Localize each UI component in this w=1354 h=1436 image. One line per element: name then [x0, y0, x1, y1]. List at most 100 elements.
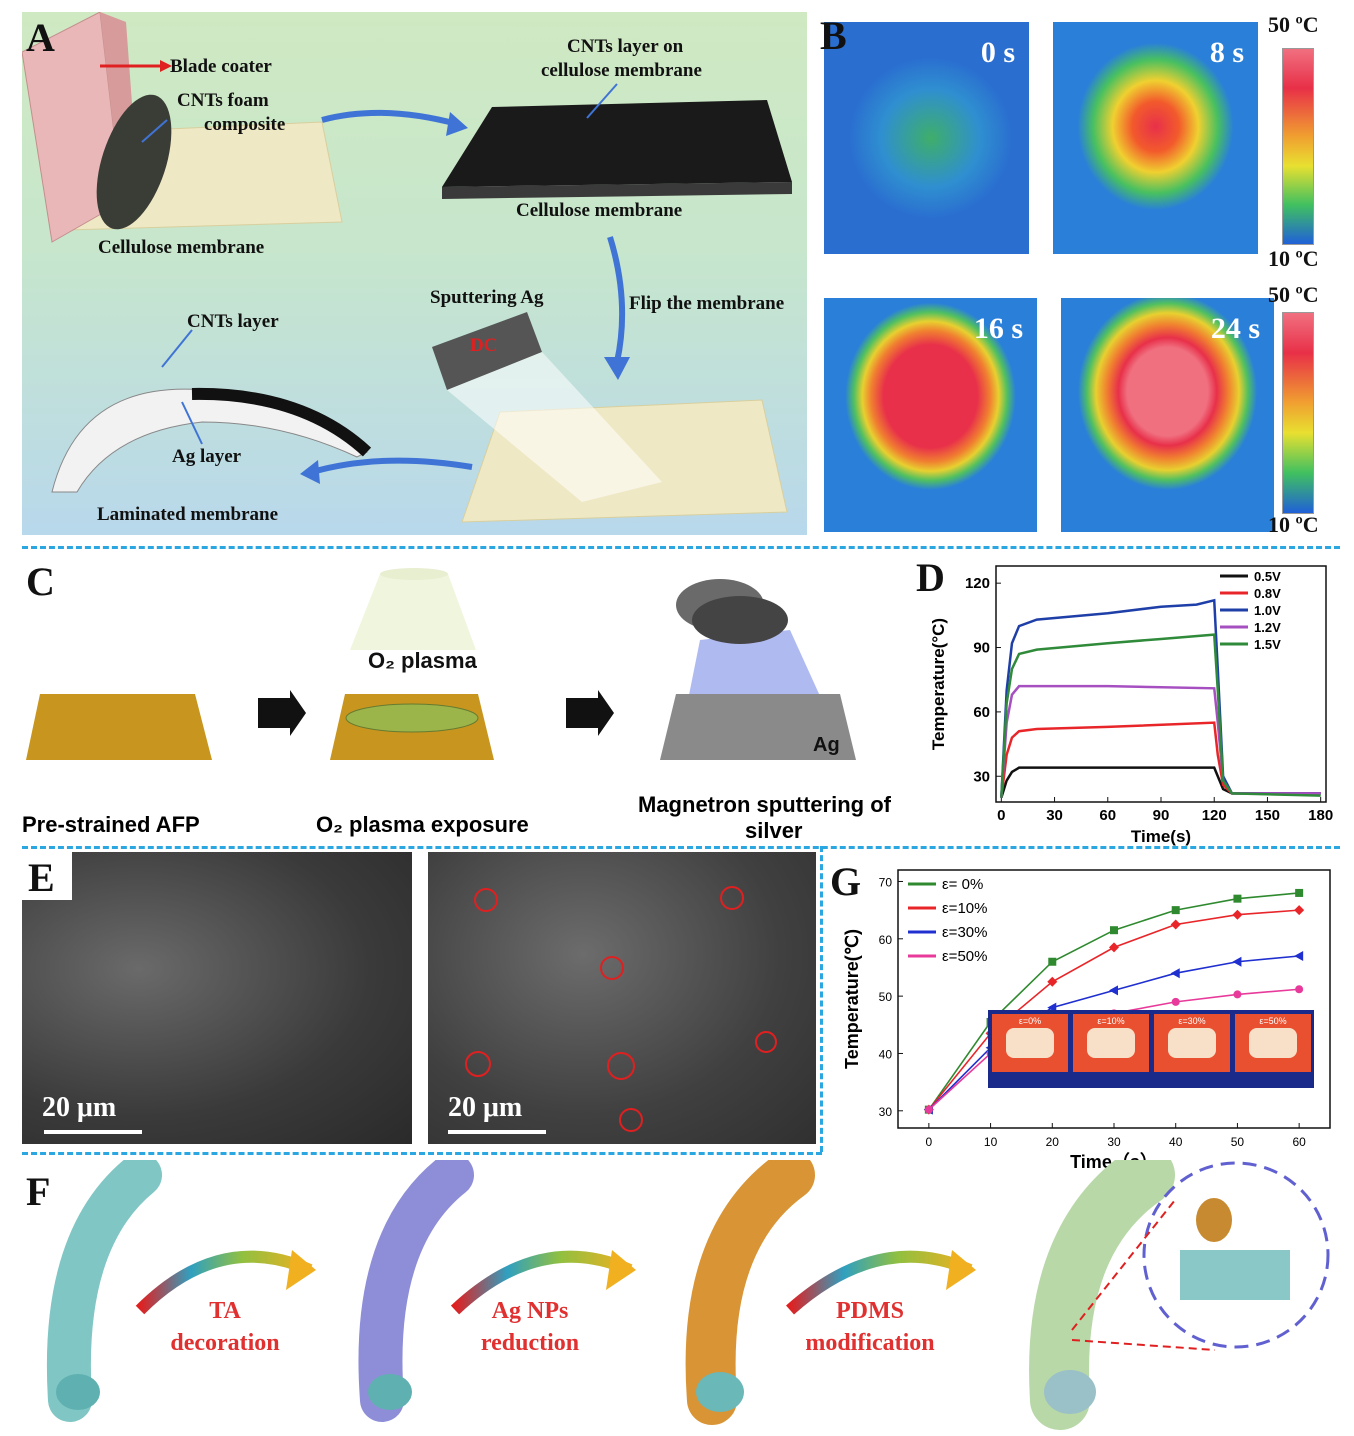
y-axis-label: Temperature(°C): [929, 618, 948, 750]
data-point: [1048, 957, 1057, 966]
x-tick-label: 60: [1099, 807, 1116, 824]
panel-letter-g: G: [830, 859, 862, 904]
data-point: [1294, 951, 1304, 961]
thermal-image-16s: 16 s: [824, 298, 1037, 532]
caption-ta-2: decoration: [170, 1330, 280, 1356]
y-tick-label: 120: [965, 575, 990, 592]
sem-circles: [465, 886, 777, 1132]
legend-label: ε=50%: [942, 948, 987, 965]
y-tick-label: 60: [973, 704, 990, 721]
inset-hotspot: [1087, 1028, 1135, 1058]
y-tick-label: 30: [879, 1105, 893, 1119]
sem-image-2: 20 μm: [428, 852, 816, 1144]
data-point: [1233, 990, 1242, 999]
divider-top: [22, 546, 1340, 549]
legend-label: 1.2V: [1254, 620, 1281, 635]
caption-ta-1: TA: [209, 1298, 241, 1324]
label-cellulose-1: Cellulose membrane: [98, 237, 265, 258]
x-tick-label: 50: [1231, 1135, 1245, 1149]
sem-scale-label: 20 μm: [42, 1092, 117, 1123]
label-blade-coater: Blade coater: [170, 56, 272, 77]
thermal-image-0s: 0 s: [824, 22, 1029, 254]
label-cellulose-membrane-top: cellulose membrane: [541, 60, 702, 81]
sem-scalebar: [448, 1130, 546, 1134]
panel-letter-d: D: [916, 555, 945, 600]
divider-middle: [22, 846, 1340, 849]
y-axis-label: Temperature(℃): [842, 929, 862, 1069]
label-sputtering: Sputtering Ag: [430, 287, 544, 308]
inset-hotspot: [1249, 1028, 1297, 1058]
panel-letter-c: C: [26, 559, 55, 604]
label-laminated: Laminated membrane: [97, 504, 279, 525]
chart-d: 0 30 60 90 120 150 180 30 60 90 120 Time(s) Temperat…: [929, 565, 1333, 846]
x-tick-label: 20: [1046, 1135, 1060, 1149]
inset-label: ε=30%: [1178, 1016, 1205, 1026]
x-tick-label: 0: [997, 807, 1005, 824]
step-magnetron-2: silver: [745, 818, 803, 843]
label-cnts-layer-on: CNTs layer on: [567, 36, 684, 57]
caption-pdms-2: modification: [805, 1330, 935, 1356]
data-point: [1047, 976, 1058, 987]
colorbar-2-max: 50 ºC: [1268, 282, 1319, 307]
thermal-time: 24 s: [1210, 312, 1260, 345]
inset-label: ε=10%: [1097, 1016, 1124, 1026]
legend-label: 1.5V: [1254, 637, 1281, 652]
caption-ag-2: reduction: [480, 1330, 580, 1356]
x-axis-label: Time(s): [1131, 827, 1191, 846]
sem-scale-label: 20 μm: [448, 1092, 523, 1123]
inset-hotspot: [1006, 1028, 1054, 1058]
panel-e-letter-bg: [22, 852, 72, 900]
step-magnetron-1: Magnetron sputtering of: [638, 792, 891, 817]
legend-label: 1.0V: [1254, 603, 1281, 618]
y-tick-label: 50: [879, 990, 893, 1004]
label-cnts-foam: CNTs foam: [177, 90, 269, 111]
legend-label: ε= 0%: [942, 876, 983, 893]
data-point: [924, 1105, 933, 1114]
x-tick-label: 60: [1292, 1135, 1306, 1149]
colorbar-2: [1282, 312, 1314, 514]
series-line: [1000, 766, 1321, 799]
legend-label: 0.8V: [1254, 586, 1281, 601]
series-line: [1000, 633, 1321, 798]
data-point: [1232, 909, 1243, 920]
divider-e-bottom: [22, 1152, 822, 1155]
thermal-image-8s: 8 s: [1053, 22, 1258, 254]
chart-g: 0 10 20 30 40 50 603040506070Time（s）Temperatur…: [842, 869, 1331, 1172]
inset-hotspot: [1168, 1028, 1216, 1058]
data-point: [1170, 919, 1181, 930]
label-ag: Ag: [813, 734, 840, 756]
panel-letter-a: A: [26, 15, 55, 60]
data-point: [1109, 985, 1118, 996]
x-tick-label: 180: [1308, 807, 1333, 824]
panel-a-illustration: [22, 12, 792, 523]
caption-ag-1: Ag NPs: [491, 1298, 569, 1324]
thermal-time: 0 s: [980, 36, 1015, 69]
x-tick-label: 30: [1107, 1135, 1121, 1149]
data-point: [1295, 985, 1304, 994]
label-o2-plasma: O₂ plasma: [368, 648, 477, 673]
data-point: [1171, 997, 1180, 1006]
thermal-time: 16 s: [973, 312, 1023, 345]
step-pre-strained: Pre-strained AFP: [22, 812, 200, 837]
divider-e-right: [820, 846, 823, 1152]
data-point: [1233, 894, 1242, 903]
thermal-image-24s: 24 s: [1061, 298, 1274, 532]
y-tick-label: 70: [879, 875, 893, 889]
colorbar-1-min: 10 ºC: [1268, 246, 1319, 271]
y-tick-label: 90: [973, 640, 990, 657]
x-tick-label: 0: [926, 1135, 933, 1149]
panel-letter-b: B: [820, 13, 847, 58]
step-o2-exposure: O₂ plasma exposure: [316, 812, 529, 837]
panel-letter-e: E: [28, 855, 55, 900]
legend-label: ε=10%: [942, 900, 987, 917]
data-point: [1232, 956, 1242, 967]
panel-letter-f: F: [26, 1169, 51, 1214]
inset-label: ε=50%: [1259, 1016, 1286, 1026]
series-line: [1000, 721, 1321, 798]
legend-label: ε=30%: [942, 924, 987, 941]
label-dc: DC: [470, 335, 498, 356]
y-tick-label: 30: [973, 768, 990, 785]
inset-label: ε=0%: [1019, 1016, 1041, 1026]
x-tick-label: 40: [1169, 1135, 1183, 1149]
label-cnts-layer: CNTs layer: [187, 311, 279, 332]
